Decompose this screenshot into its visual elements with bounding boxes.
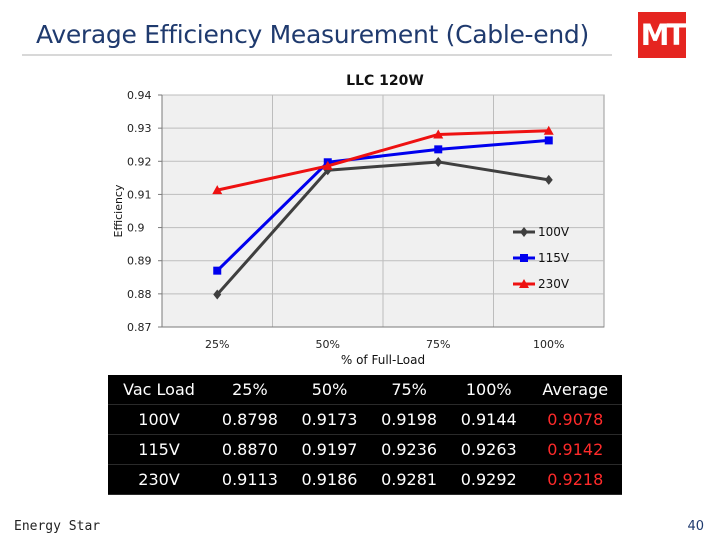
data-point (213, 289, 222, 300)
y-tick-label: 0.94 (127, 89, 152, 102)
y-axis-title: Efficiency (112, 184, 125, 237)
table-row: 100V 0.8798 0.9173 0.9198 0.9144 0.9078 (108, 404, 622, 435)
efficiency-chart: 0.87 0.88 0.89 0.9 0.91 0.92 0.93 0.94 25% 50% 75%… (112, 73, 605, 367)
data-point (544, 174, 553, 185)
legend-label: 115V (538, 251, 570, 265)
table-header-cell: 50% (289, 375, 370, 405)
data-point (213, 266, 222, 275)
data-point (544, 136, 553, 145)
table-average-cell: 0.9142 (528, 434, 622, 465)
series-line (216, 129, 549, 192)
data-point (322, 160, 333, 170)
table-cell: 230V (108, 464, 211, 495)
data-point (543, 125, 554, 135)
table-header-cell: 100% (448, 375, 529, 405)
table-cell: 0.9236 (369, 434, 449, 465)
x-tick-label: 75% (426, 338, 450, 351)
legend-label: 230V (538, 277, 570, 291)
x-tick-label: 100% (533, 338, 564, 351)
y-tick-label: 0.91 (127, 188, 152, 201)
title-divider (22, 54, 612, 56)
efficiency-table: Vac Load 25% 50% 75% 100% Average 100V 0… (108, 375, 622, 495)
data-point (434, 145, 443, 154)
data-point (212, 185, 223, 195)
table-header-cell: Vac Load (108, 375, 211, 405)
y-tick-label: 0.88 (127, 288, 152, 301)
table-cell: 115V (108, 434, 211, 465)
y-tick-label: 0.92 (127, 155, 152, 168)
table-header-cell: Average (528, 375, 622, 405)
y-tick-label: 0.89 (127, 255, 152, 268)
table-cell: 0.8870 (210, 434, 290, 465)
legend: 100V 115V 230V (513, 225, 570, 291)
series-100v (213, 156, 553, 300)
legend-label: 100V (538, 225, 570, 239)
table-cell: 0.9198 (369, 404, 449, 435)
table-row: 115V 0.8870 0.9197 0.9236 0.9263 0.9142 (108, 434, 622, 465)
table-header-cell: 25% (210, 375, 290, 405)
table-cell: 0.9186 (289, 464, 370, 495)
x-tick-label: 25% (205, 338, 229, 351)
legend-marker (520, 254, 528, 262)
table-cell: 0.9197 (289, 434, 370, 465)
table-header-row: Vac Load 25% 50% 75% 100% Average (108, 375, 622, 405)
table-cell: 0.9292 (448, 464, 529, 495)
series-line (216, 160, 549, 296)
legend-marker (520, 227, 528, 237)
table-row: 230V 0.9113 0.9186 0.9281 0.9292 0.9218 (108, 464, 622, 495)
y-tick-label: 0.87 (127, 321, 152, 334)
y-tick-label: 0.93 (127, 122, 152, 135)
y-tick-label: 0.9 (127, 222, 145, 235)
table-average-cell: 0.9218 (528, 464, 622, 495)
x-axis-title: % of Full-Load (341, 353, 425, 367)
axes: 0.87 0.88 0.89 0.9 0.91 0.92 0.93 0.94 25% 50% 75%… (127, 89, 604, 351)
table-cell: 0.9113 (210, 464, 290, 495)
table-cell: 0.9173 (289, 404, 370, 435)
chart-title: LLC 120W (346, 73, 424, 89)
table-cell: 0.9144 (448, 404, 529, 435)
series-line (216, 138, 549, 272)
legend-marker (519, 279, 529, 288)
table-cell: 0.9263 (448, 434, 529, 465)
data-point (434, 156, 443, 167)
table-header-cell: 75% (369, 375, 449, 405)
data-point (433, 129, 444, 139)
company-logo: MT (638, 12, 686, 58)
page-number: 40 (687, 519, 704, 534)
series-230v (212, 125, 554, 195)
table-cell: 100V (108, 404, 211, 435)
logo-text: MT (640, 18, 687, 52)
table-cell: 0.9281 (369, 464, 449, 495)
slide-title: Average Efficiency Measurement (Cable-en… (36, 20, 589, 49)
table-average-cell: 0.9078 (528, 404, 622, 435)
x-tick-label: 50% (316, 338, 340, 351)
table-cell: 0.8798 (210, 404, 290, 435)
series-lines (212, 125, 554, 300)
footer-label: Energy Star (14, 519, 101, 534)
